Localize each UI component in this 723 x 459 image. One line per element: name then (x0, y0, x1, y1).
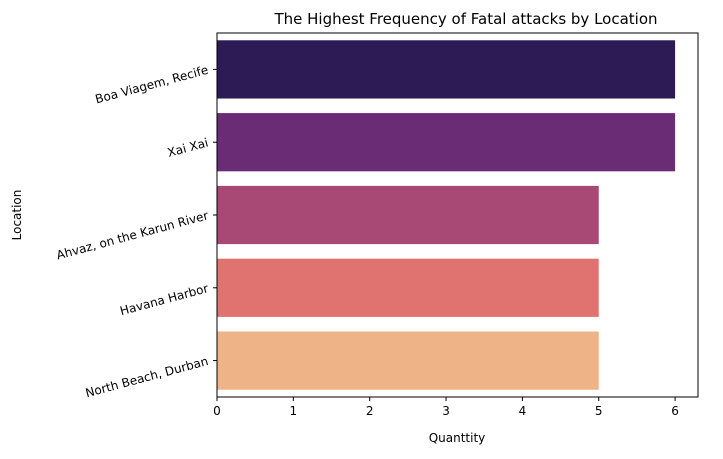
bar-3 (217, 258, 599, 317)
y-tick-label-3: Havana Harbor (118, 281, 209, 318)
y-tick-label-0: Boa Viagem, Recife (94, 63, 210, 107)
bar-4 (217, 331, 599, 390)
x-axis-title: Quanttity (429, 431, 486, 445)
plot-frame (216, 32, 699, 398)
bars-layer (217, 40, 676, 390)
y-axis: Boa Viagem, Recife Xai Xai Ahvaz, on the K… (55, 63, 217, 400)
x-tick-label-4: 4 (519, 404, 527, 418)
x-tick-label-6: 6 (671, 404, 679, 418)
y-tick-label-4: North Beach, Durban (84, 354, 210, 400)
bar-2 (217, 185, 599, 245)
x-tick-label-5: 5 (595, 404, 603, 418)
bar-1 (217, 113, 676, 172)
bar-0 (217, 40, 676, 99)
y-tick-label-1: Xai Xai (166, 136, 210, 160)
x-tick-label-1: 1 (290, 404, 298, 418)
x-tick-label-0: 0 (213, 404, 221, 418)
x-tick-label-3: 3 (442, 404, 450, 418)
x-axis: 0 1 2 3 4 5 6 (213, 397, 679, 418)
x-tick-label-2: 2 (366, 404, 374, 418)
y-axis-title: Location (10, 190, 24, 241)
chart-title: The Highest Frequency of Fatal attacks b… (273, 10, 657, 28)
y-tick-label-2: Ahvaz, on the Karun River (55, 208, 210, 262)
